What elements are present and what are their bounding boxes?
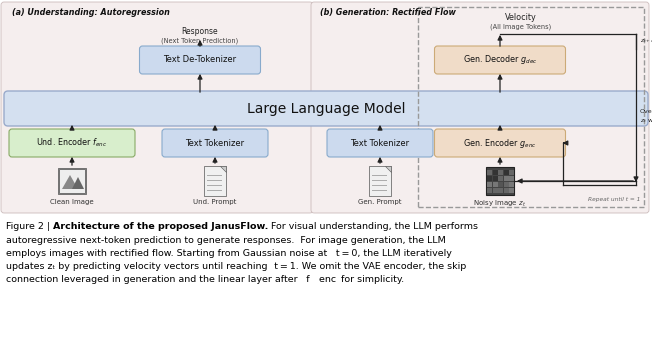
Text: (a) Understanding: Autoregression: (a) Understanding: Autoregression bbox=[12, 8, 170, 17]
Text: Text De-Tokenizer: Text De-Tokenizer bbox=[164, 56, 237, 65]
FancyBboxPatch shape bbox=[503, 187, 509, 193]
Text: Response: Response bbox=[182, 26, 218, 35]
Text: Gen. Prompt: Gen. Prompt bbox=[358, 199, 402, 205]
FancyBboxPatch shape bbox=[509, 176, 514, 181]
FancyBboxPatch shape bbox=[509, 187, 514, 193]
Text: Gen. Decoder $g_{dec}$: Gen. Decoder $g_{dec}$ bbox=[463, 53, 537, 67]
Polygon shape bbox=[72, 177, 84, 189]
Text: autoregressive next-token prediction to generate responses.  For image generatio: autoregressive next-token prediction to … bbox=[6, 236, 446, 245]
FancyBboxPatch shape bbox=[492, 187, 497, 193]
Text: For visual understanding, the LLM performs: For visual understanding, the LLM perfor… bbox=[269, 222, 479, 231]
Text: employs images with rectified flow. Starting from Gaussian noise at    t = 0, th: employs images with rectified flow. Star… bbox=[6, 249, 452, 258]
FancyBboxPatch shape bbox=[492, 169, 497, 175]
FancyBboxPatch shape bbox=[503, 169, 509, 175]
Text: $z_{t+dt} = z_t + v_t\mathrm{d}t$: $z_{t+dt} = z_t + v_t\mathrm{d}t$ bbox=[640, 36, 652, 45]
Text: Gen. Encoder $g_{enc}$: Gen. Encoder $g_{enc}$ bbox=[463, 136, 537, 150]
FancyBboxPatch shape bbox=[369, 166, 391, 196]
FancyBboxPatch shape bbox=[487, 181, 492, 187]
FancyBboxPatch shape bbox=[498, 181, 503, 187]
Text: Clean Image: Clean Image bbox=[50, 199, 94, 205]
FancyBboxPatch shape bbox=[503, 176, 509, 181]
FancyBboxPatch shape bbox=[487, 187, 492, 193]
Text: Text Tokenizer: Text Tokenizer bbox=[185, 138, 244, 147]
FancyBboxPatch shape bbox=[1, 2, 313, 213]
FancyBboxPatch shape bbox=[434, 129, 565, 157]
FancyBboxPatch shape bbox=[492, 176, 497, 181]
FancyBboxPatch shape bbox=[327, 129, 433, 157]
Text: Velocity: Velocity bbox=[505, 13, 537, 22]
Text: Und. Encoder $f_{enc}$: Und. Encoder $f_{enc}$ bbox=[37, 137, 108, 149]
Polygon shape bbox=[62, 175, 78, 189]
FancyBboxPatch shape bbox=[140, 46, 261, 74]
FancyBboxPatch shape bbox=[162, 129, 268, 157]
Text: updates zₜ by predicting velocity vectors until reaching   t = 1. We omit the VA: updates zₜ by predicting velocity vector… bbox=[6, 262, 466, 271]
FancyBboxPatch shape bbox=[503, 181, 509, 187]
Text: Architecture of the proposed JanusFlow.: Architecture of the proposed JanusFlow. bbox=[53, 222, 269, 231]
FancyBboxPatch shape bbox=[59, 169, 85, 193]
Text: (Next Token Prediction): (Next Token Prediction) bbox=[162, 38, 239, 44]
Text: Overwrite
$z_t$ with $z_{t+dt}$: Overwrite $z_t$ with $z_{t+dt}$ bbox=[640, 109, 652, 125]
Text: Figure 2 |: Figure 2 | bbox=[6, 222, 53, 231]
Text: Noisy Image $z_t$: Noisy Image $z_t$ bbox=[473, 199, 527, 209]
FancyBboxPatch shape bbox=[204, 166, 226, 196]
FancyBboxPatch shape bbox=[492, 181, 497, 187]
FancyBboxPatch shape bbox=[9, 129, 135, 157]
FancyBboxPatch shape bbox=[487, 169, 492, 175]
Text: Text Tokenizer: Text Tokenizer bbox=[350, 138, 409, 147]
FancyBboxPatch shape bbox=[486, 167, 514, 195]
Text: (All Image Tokens): (All Image Tokens) bbox=[490, 23, 552, 29]
FancyBboxPatch shape bbox=[509, 169, 514, 175]
Text: connection leveraged in generation and the linear layer after    f     enc  for : connection leveraged in generation and t… bbox=[6, 275, 404, 284]
FancyBboxPatch shape bbox=[498, 187, 503, 193]
FancyBboxPatch shape bbox=[58, 168, 86, 194]
FancyBboxPatch shape bbox=[434, 46, 565, 74]
FancyBboxPatch shape bbox=[4, 91, 648, 126]
FancyBboxPatch shape bbox=[487, 176, 492, 181]
FancyBboxPatch shape bbox=[498, 169, 503, 175]
FancyBboxPatch shape bbox=[311, 2, 649, 213]
Text: Repeat until t = 1: Repeat until t = 1 bbox=[587, 197, 640, 202]
FancyBboxPatch shape bbox=[509, 181, 514, 187]
Text: (b) Generation: Rectified Flow: (b) Generation: Rectified Flow bbox=[320, 8, 456, 17]
Text: Und. Prompt: Und. Prompt bbox=[193, 199, 237, 205]
Polygon shape bbox=[220, 166, 226, 172]
FancyBboxPatch shape bbox=[498, 176, 503, 181]
Text: Large Language Model: Large Language Model bbox=[246, 102, 406, 116]
Polygon shape bbox=[385, 166, 391, 172]
